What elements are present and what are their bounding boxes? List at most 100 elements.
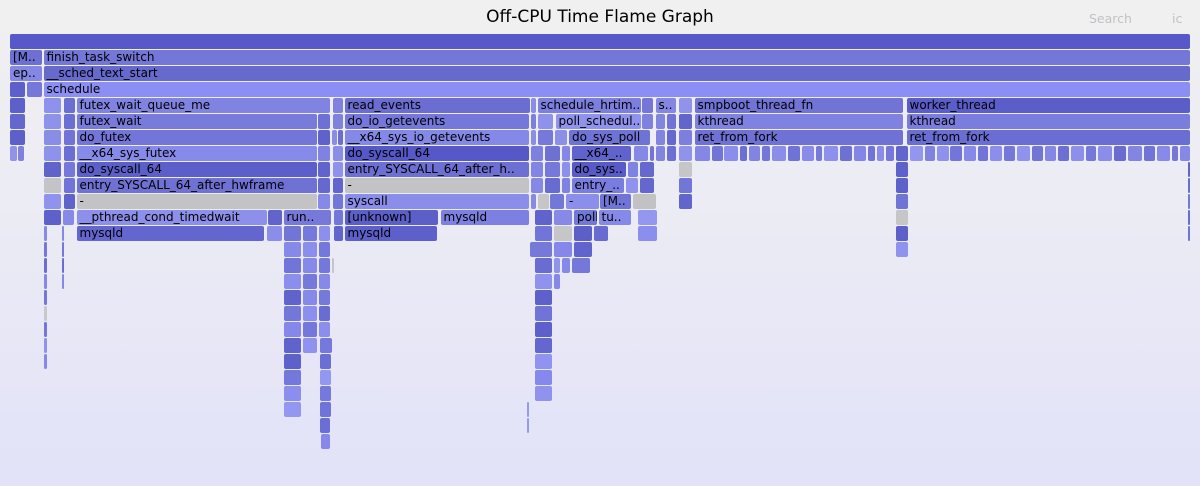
- flame-frame-x64-sys-futex[interactable]: __x64_sys_futex: [76, 146, 317, 161]
- flame-frame[interactable]: [44, 178, 61, 193]
- flame-frame[interactable]: [318, 290, 330, 305]
- flame-frame[interactable]: [284, 402, 301, 417]
- flame-frame-read-events[interactable]: read_events: [344, 98, 530, 113]
- flame-frame[interactable]: [642, 114, 653, 129]
- flame-frame[interactable]: [628, 162, 638, 177]
- flame-frame-do-syscall-64[interactable]: do_syscall_64: [344, 146, 529, 161]
- flame-frame[interactable]: [318, 178, 330, 193]
- flame-frame[interactable]: [319, 338, 332, 353]
- flame-frame[interactable]: [332, 162, 343, 177]
- flame-frame[interactable]: [320, 434, 330, 449]
- flame-frame[interactable]: [266, 226, 282, 241]
- flame-frame[interactable]: [936, 146, 949, 161]
- flame-frame[interactable]: [895, 146, 908, 161]
- flame-frame-sched-text-start[interactable]: __sched_text_start: [43, 66, 1190, 81]
- flame-frame[interactable]: [535, 386, 552, 401]
- flame-frame[interactable]: [531, 130, 536, 145]
- flame-frame[interactable]: [655, 114, 665, 129]
- flame-frame[interactable]: [748, 146, 760, 161]
- flame-frame[interactable]: [1156, 146, 1170, 161]
- flame-frame[interactable]: [10, 146, 17, 161]
- flame-frame[interactable]: [695, 146, 710, 161]
- flame-frame[interactable]: [895, 194, 908, 209]
- flame-frame[interactable]: [1127, 146, 1142, 161]
- flame-frame[interactable]: [650, 146, 654, 161]
- flame-frame[interactable]: [531, 146, 543, 161]
- flame-frame[interactable]: [63, 146, 75, 161]
- flame-frame[interactable]: [1187, 210, 1190, 225]
- flame-frame[interactable]: [531, 162, 543, 177]
- flame-frame[interactable]: [10, 34, 1190, 49]
- flame-frame[interactable]: [554, 130, 567, 145]
- flame-frame[interactable]: [334, 226, 343, 241]
- flame-frame[interactable]: [332, 178, 343, 193]
- flame-frame[interactable]: [553, 242, 572, 257]
- flame-frame[interactable]: [284, 306, 301, 321]
- flame-frame[interactable]: [27, 82, 42, 97]
- flame-frame[interactable]: [666, 130, 676, 145]
- flame-frame[interactable]: [885, 146, 894, 161]
- flame-frame[interactable]: [531, 194, 536, 209]
- flame-frame[interactable]: [302, 306, 317, 321]
- flame-frame[interactable]: [666, 146, 676, 161]
- flame-frame-ret-from-fork[interactable]: ret_from_fork: [694, 130, 903, 145]
- flame-frame-kthread[interactable]: kthread: [906, 114, 1190, 129]
- flame-frame[interactable]: [867, 146, 875, 161]
- flame-frame[interactable]: [319, 370, 331, 385]
- flame-frame[interactable]: [633, 194, 656, 209]
- flame-frame[interactable]: [1187, 162, 1190, 177]
- flame-frame[interactable]: [318, 306, 330, 321]
- flame-frame[interactable]: [318, 242, 330, 257]
- flame-frame[interactable]: [44, 194, 61, 209]
- flame-frame[interactable]: [739, 146, 747, 161]
- flame-frame[interactable]: [531, 114, 536, 129]
- flame-frame-x64[interactable]: __x64_..: [571, 146, 631, 161]
- flame-frame[interactable]: [318, 194, 330, 209]
- flame-frame-entry[interactable]: entry_..: [571, 178, 624, 193]
- flame-frame[interactable]: [535, 370, 552, 385]
- flame-frame[interactable]: [63, 98, 75, 113]
- flame-frame[interactable]: [302, 242, 317, 257]
- flame-frame[interactable]: [711, 146, 723, 161]
- flame-frame[interactable]: [284, 274, 301, 289]
- flame-frame[interactable]: [284, 322, 301, 337]
- flame-frame-futex-wait[interactable]: futex_wait: [76, 114, 317, 129]
- flame-frame-ret-from-fork[interactable]: ret_from_fork: [906, 130, 1190, 145]
- flame-frame[interactable]: [655, 146, 665, 161]
- flame-frame-syscall[interactable]: syscall: [344, 194, 529, 209]
- flame-frame[interactable]: [876, 146, 884, 161]
- flame-frame[interactable]: [678, 146, 692, 161]
- flame-frame[interactable]: [318, 258, 330, 273]
- flame-frame-[interactable]: -: [344, 178, 529, 193]
- flame-frame[interactable]: [332, 194, 343, 209]
- ignore-case-button[interactable]: ic: [1172, 11, 1183, 26]
- flame-frame[interactable]: [1016, 146, 1030, 161]
- flame-frame[interactable]: [319, 354, 331, 369]
- flame-frame[interactable]: [319, 402, 331, 417]
- flame-frame[interactable]: [909, 146, 923, 161]
- flame-frame[interactable]: [44, 322, 47, 337]
- flame-frame[interactable]: [44, 162, 61, 177]
- flame-frame[interactable]: [638, 210, 657, 225]
- flame-frame-mysqld[interactable]: mysqld: [440, 210, 529, 225]
- flame-frame[interactable]: [1143, 146, 1155, 161]
- flame-frame[interactable]: [561, 258, 570, 273]
- flame-frame[interactable]: [553, 226, 572, 241]
- flame-frame[interactable]: [1097, 146, 1112, 161]
- flame-frame[interactable]: [44, 274, 47, 289]
- flame-frame[interactable]: [10, 98, 25, 113]
- flame-frame[interactable]: [1179, 146, 1190, 161]
- flame-frame[interactable]: [531, 98, 536, 113]
- flame-frame[interactable]: [10, 114, 25, 129]
- flame-frame[interactable]: [284, 370, 301, 385]
- flame-frame[interactable]: [1187, 226, 1190, 241]
- flame-frame[interactable]: [666, 114, 676, 129]
- flame-frame[interactable]: [62, 274, 64, 289]
- flame-frame[interactable]: [44, 354, 47, 369]
- flame-frame[interactable]: [318, 322, 330, 337]
- flame-frame[interactable]: [678, 114, 692, 129]
- flame-frame[interactable]: [853, 146, 866, 161]
- flame-frame-finish-task-switch[interactable]: finish_task_switch: [43, 50, 1190, 65]
- flame-frame-do-io-getevents[interactable]: do_io_getevents: [344, 114, 529, 129]
- flame-frame[interactable]: [331, 258, 334, 273]
